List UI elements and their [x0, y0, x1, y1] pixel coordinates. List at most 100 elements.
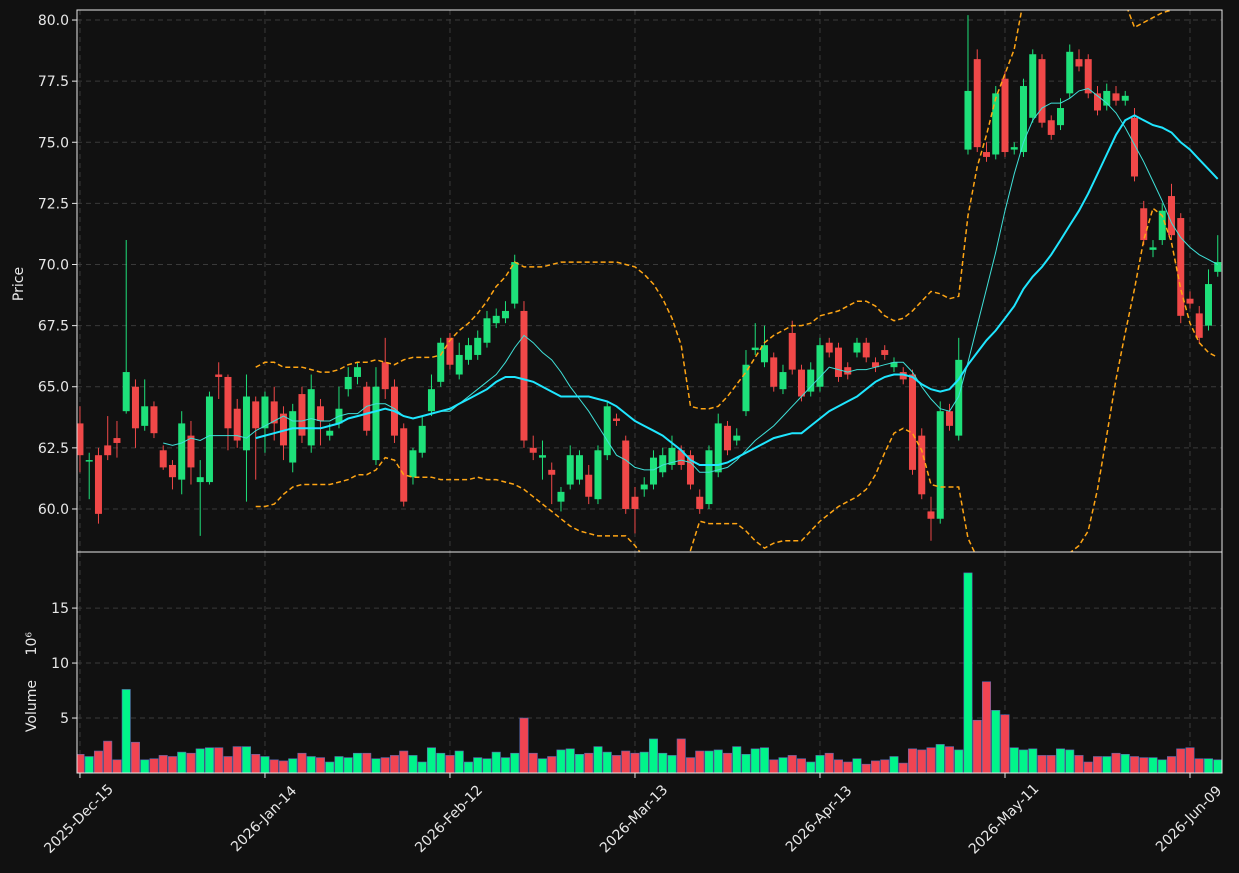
candle-body	[1130, 117, 1138, 177]
volume-bar	[510, 752, 520, 773]
candle-body	[853, 342, 861, 353]
volume-bar	[306, 756, 316, 773]
volume-bar	[778, 757, 788, 773]
volume-bar	[713, 749, 723, 773]
candle-body	[1140, 208, 1148, 241]
volume-bar	[399, 750, 409, 773]
volume-bar	[1166, 756, 1176, 773]
candle-body	[261, 396, 269, 429]
volume-bar	[482, 758, 492, 773]
candle-body	[168, 464, 176, 478]
candle-body	[733, 435, 741, 441]
volume-bar	[297, 752, 307, 773]
candle-body	[1121, 95, 1129, 101]
candle-body	[298, 394, 306, 436]
volume-bar	[426, 747, 436, 773]
candle-body	[779, 372, 787, 390]
candle-body	[899, 372, 907, 380]
volume-bar	[787, 755, 797, 773]
volume-bar	[1157, 759, 1167, 773]
volume-bar	[667, 755, 677, 773]
candle-body	[270, 401, 278, 424]
volume-bar	[833, 759, 843, 773]
volume-bar	[972, 719, 982, 773]
volume-bar	[639, 751, 649, 773]
candle-body	[85, 460, 93, 462]
candle-body	[973, 59, 981, 148]
candle-body	[982, 152, 990, 157]
y-tick-label: 5	[60, 711, 69, 727]
volume-bar	[84, 756, 94, 773]
volume-bar	[1185, 747, 1195, 773]
candle-body	[233, 408, 241, 441]
candle-body	[1214, 262, 1222, 272]
candle-body	[788, 332, 796, 370]
candle-body	[696, 496, 704, 509]
y-tick-label: 62.5	[38, 441, 69, 457]
candle-body	[992, 93, 1000, 155]
volume-bar	[1074, 755, 1084, 773]
y-tick-label: 70.0	[38, 257, 69, 273]
candle-body	[289, 411, 297, 463]
price-plot	[77, 10, 1222, 552]
candle-body	[659, 455, 667, 473]
volume-bar	[177, 751, 187, 773]
volume-bar	[528, 752, 538, 773]
price-axis-label: Price	[11, 267, 27, 301]
candle-body	[834, 347, 842, 377]
volume-bar	[195, 748, 205, 773]
candle-body	[797, 369, 805, 397]
volume-bar	[260, 756, 270, 773]
candle-body	[908, 374, 916, 470]
volume-bar	[186, 752, 196, 773]
y-tick-label: 67.5	[38, 319, 69, 335]
volume-bar	[722, 752, 732, 773]
volume-bar	[1203, 758, 1213, 773]
volume-bar	[1065, 749, 1075, 773]
candle-body	[520, 310, 528, 441]
volume-bar	[380, 757, 390, 773]
candle-body	[344, 376, 352, 390]
candle-body	[363, 386, 371, 431]
candle-body	[631, 496, 639, 509]
candle-body	[575, 455, 583, 480]
volume-bar	[315, 757, 325, 773]
volume-bar	[954, 749, 964, 773]
candle-body	[511, 262, 519, 304]
candle-body	[751, 347, 759, 351]
volume-bar	[759, 747, 769, 773]
volume-bar	[1092, 756, 1102, 773]
volume-bar	[408, 755, 418, 773]
y-tick-label: 60.0	[38, 502, 69, 518]
candle-body	[455, 354, 463, 375]
volume-bar	[611, 755, 621, 773]
volume-bar	[1037, 755, 1047, 773]
candle-body	[141, 406, 149, 426]
volume-bar	[537, 758, 547, 773]
volume-bar	[981, 681, 991, 773]
volume-bar	[935, 744, 945, 773]
volume-bar	[926, 747, 936, 773]
candle-body	[279, 413, 287, 446]
volume-bar	[352, 752, 362, 773]
volume-bar	[1046, 755, 1056, 773]
candle-body	[400, 428, 408, 502]
volume-bar	[454, 750, 464, 773]
volume-bar	[130, 741, 140, 773]
volume-bar	[167, 756, 177, 773]
candle-body	[1186, 298, 1194, 304]
candle-body	[483, 318, 491, 343]
y-tick-label: 80.0	[38, 13, 69, 29]
candle-body	[381, 362, 389, 390]
candle-body	[492, 315, 500, 324]
candle-body	[538, 455, 546, 458]
candle-body	[252, 401, 260, 429]
candle-body	[825, 342, 833, 353]
candle-body	[1158, 210, 1166, 241]
volume-bar	[732, 746, 742, 773]
candle-body	[862, 342, 870, 358]
candle-body	[807, 369, 815, 392]
candle-body	[668, 447, 676, 465]
candle-body	[464, 345, 472, 360]
